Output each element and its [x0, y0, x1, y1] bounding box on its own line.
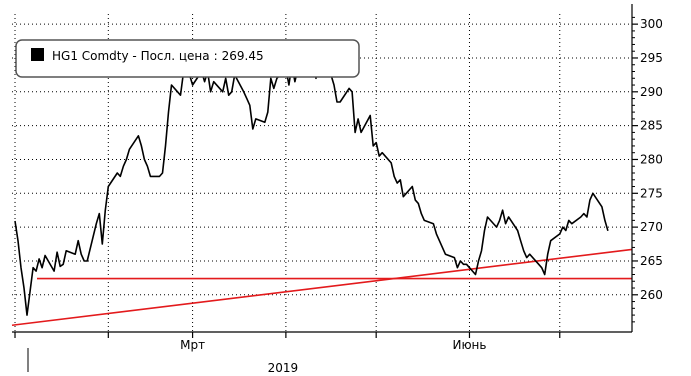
x-year-label: 2019 — [268, 361, 299, 375]
y-tick-label-260: 260 — [640, 288, 663, 302]
y-tick-label-285: 285 — [640, 119, 663, 133]
legend: HG1 Comdty - Посл. цена:269.45 — [15, 39, 360, 78]
y-tick-label-275: 275 — [640, 186, 663, 200]
legend-box — [15, 39, 360, 78]
y-tick-label-265: 265 — [640, 254, 663, 268]
y-axis: 260 265 270 275 280 285 290 295 300 — [631, 4, 663, 332]
x-tick-label-2019-03-01: Мрт — [180, 338, 205, 352]
x-axis: Мрт Июнь 2019 — [12, 331, 632, 375]
y-tick-label-300: 300 — [640, 17, 663, 31]
legend-last-value: 269.45 — [222, 49, 264, 63]
y-tick-label-270: 270 — [640, 220, 663, 234]
trend-line — [11, 248, 633, 327]
legend-label: HG1 Comdty - Посл. цена:269.45 — [52, 49, 264, 63]
legend-swatch — [31, 48, 44, 61]
y-tick-label-280: 280 — [640, 152, 663, 166]
legend-series-name: HG1 Comdty - Посл. цена — [52, 49, 210, 63]
y-tick-label-290: 290 — [640, 85, 663, 99]
x-tick-label-2019-06-01: Июнь — [452, 338, 486, 352]
reference-lines — [11, 248, 633, 327]
legend-separator: : — [214, 49, 218, 63]
y-tick-label-295: 295 — [640, 51, 663, 65]
